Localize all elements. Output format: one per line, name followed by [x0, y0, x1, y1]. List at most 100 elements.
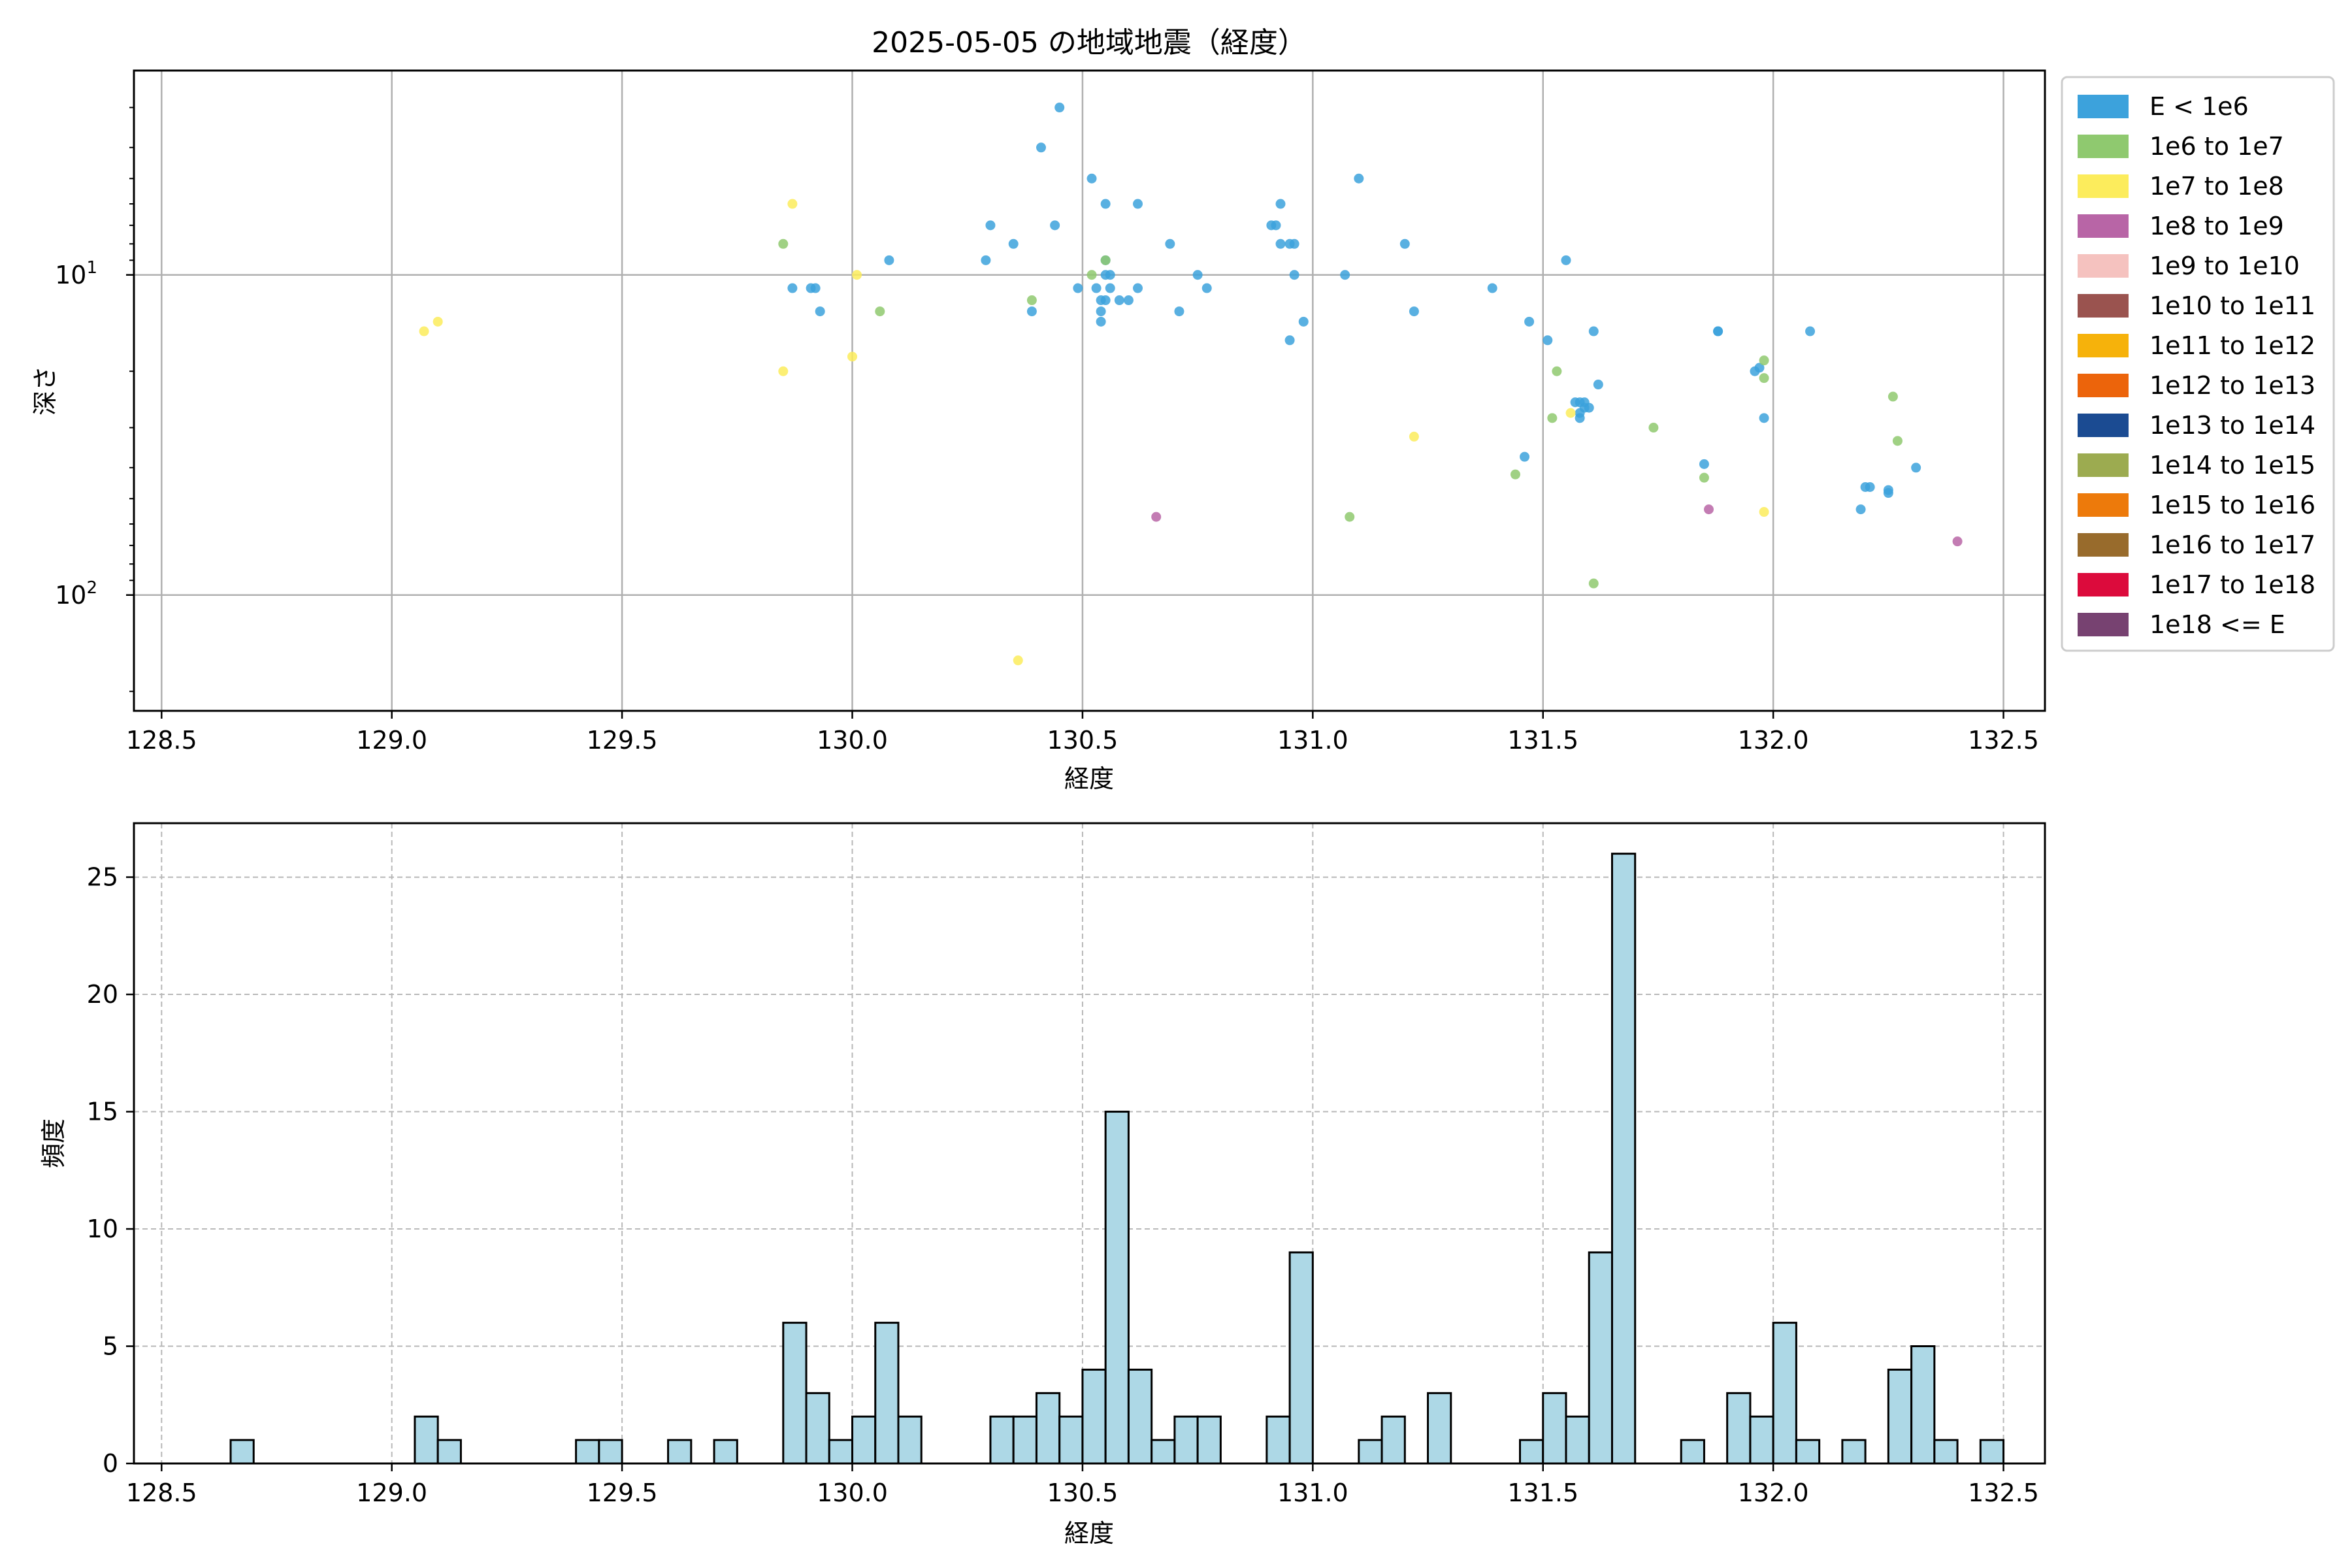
histogram-bar — [828, 1439, 854, 1465]
scatter-point — [981, 255, 991, 265]
histogram-bar — [1979, 1439, 2005, 1465]
scatter-x-tick-label: 128.5 — [126, 726, 197, 755]
histogram-x-tick-label: 131.0 — [1277, 1478, 1348, 1507]
scatter-points — [419, 103, 1963, 666]
histogram-bar — [874, 1322, 900, 1465]
scatter-point — [1165, 238, 1175, 249]
scatter-point — [1054, 103, 1065, 113]
scatter-point — [1699, 459, 1709, 469]
scatter-x-tick-label: 132.5 — [1968, 726, 2039, 755]
histogram-bar — [897, 1415, 923, 1465]
legend-label: E < 1e6 — [2149, 92, 2249, 121]
scatter-point — [1013, 655, 1023, 666]
scatter-point — [1409, 431, 1419, 442]
scatter-point — [810, 283, 821, 293]
legend-label: 1e12 to 1e13 — [2149, 371, 2315, 400]
legend-swatch — [2078, 174, 2129, 198]
scatter-point — [1911, 463, 1921, 473]
scatter-point — [1547, 413, 1558, 423]
histogram-bar — [1795, 1439, 1821, 1465]
scatter-point — [778, 238, 789, 249]
histogram-plot-frame — [133, 822, 2046, 1465]
legend-label: 1e18 <= E — [2149, 610, 2285, 639]
scatter-point — [1952, 536, 1963, 547]
scatter-point — [1575, 413, 1585, 423]
legend-swatch — [2078, 374, 2129, 397]
scatter-y-tick-exponent: 2 — [86, 578, 97, 598]
histogram-x-label: 経度 — [1064, 1519, 1114, 1548]
histogram-bar — [1151, 1439, 1176, 1465]
scatter-y-tick-base: 10 — [55, 581, 86, 610]
legend-label: 1e13 to 1e14 — [2149, 411, 2315, 440]
histogram-bar — [1726, 1392, 1752, 1465]
legend-swatch — [2078, 493, 2129, 517]
scatter-point — [1026, 306, 1037, 317]
scatter-point — [985, 220, 996, 231]
histogram-bar — [1910, 1345, 1936, 1465]
scatter-point — [1588, 578, 1599, 589]
scatter-point — [852, 270, 862, 280]
scatter-point — [1892, 436, 1903, 446]
histogram-bar — [667, 1439, 693, 1465]
histogram-bar — [575, 1439, 600, 1465]
scatter-point — [1855, 504, 1866, 515]
histogram-x-tick-label: 129.5 — [587, 1478, 658, 1507]
legend-swatch — [2078, 95, 2129, 118]
histogram-x-tick-label: 130.0 — [817, 1478, 888, 1507]
scatter-plot-frame — [133, 69, 2046, 712]
histogram-bar — [229, 1439, 255, 1465]
scatter-point — [1805, 326, 1816, 336]
histogram-x-tick-label: 128.5 — [126, 1478, 197, 1507]
scatter-point — [1593, 380, 1603, 390]
histogram-grid — [134, 823, 2045, 1464]
scatter-y-tick-label: 102 — [55, 578, 97, 610]
histogram-y-tick-label: 15 — [87, 1098, 118, 1126]
legend-label: 1e6 to 1e7 — [2149, 132, 2284, 161]
legend-label: 1e11 to 1e12 — [2149, 331, 2315, 360]
legend: E < 1e6 1e6 to 1e7 1e7 to 1e8 1e8 to 1e9 1e9… — [2061, 76, 2335, 652]
histogram-y-ticks: 0 5 10 15 20 25 — [87, 863, 134, 1478]
scatter-point — [1703, 504, 1714, 515]
scatter-point — [1754, 363, 1765, 373]
scatter-x-tick-label: 130.0 — [817, 726, 888, 755]
histogram-bar — [1565, 1415, 1590, 1465]
legend-label: 1e15 to 1e16 — [2149, 491, 2315, 519]
histogram-bar — [414, 1415, 439, 1465]
scatter-point — [1100, 255, 1111, 265]
histogram-bar — [1680, 1439, 1705, 1465]
histogram-bar — [1588, 1251, 1613, 1465]
scatter-point — [1565, 408, 1576, 418]
legend-swatch — [2078, 573, 2129, 596]
histogram-x-ticks: 128.5 129.0 129.5 130.0 130.5 131.0 131.5 132.0… — [126, 1463, 2039, 1507]
scatter-point — [1399, 238, 1410, 249]
scatter-point — [1036, 142, 1046, 153]
scatter-point — [1271, 220, 1281, 231]
histogram-bar — [1196, 1415, 1222, 1465]
scatter-point — [1133, 199, 1143, 209]
legend-swatch — [2078, 453, 2129, 477]
histogram-bar — [1104, 1111, 1130, 1465]
legend-label: 1e8 to 1e9 — [2149, 212, 2284, 240]
scatter-grid — [134, 71, 2045, 711]
scatter-point — [1887, 391, 1898, 402]
scatter-point — [1192, 270, 1203, 280]
scatter-point — [1105, 283, 1115, 293]
histogram-bars — [229, 853, 2005, 1465]
histogram-bar — [1012, 1415, 1037, 1465]
histogram-bar — [1841, 1439, 1867, 1465]
histogram-bar — [989, 1415, 1015, 1465]
legend-swatch — [2078, 135, 2129, 158]
histogram-y-tick-label: 5 — [103, 1332, 118, 1361]
scatter-point — [1552, 366, 1562, 376]
legend-label: 1e16 to 1e17 — [2149, 531, 2315, 559]
histogram-x-tick-label: 132.0 — [1738, 1478, 1809, 1507]
scatter-point — [1340, 270, 1350, 280]
scatter-point — [778, 366, 789, 376]
scatter-point — [1883, 488, 1893, 498]
legend-swatch — [2078, 294, 2129, 318]
scatter-point — [1086, 270, 1097, 280]
legend-swatch — [2078, 334, 2129, 357]
scatter-point — [1865, 482, 1875, 493]
scatter-point — [1759, 507, 1769, 517]
histogram-y-label: 頻度 — [39, 1119, 68, 1168]
